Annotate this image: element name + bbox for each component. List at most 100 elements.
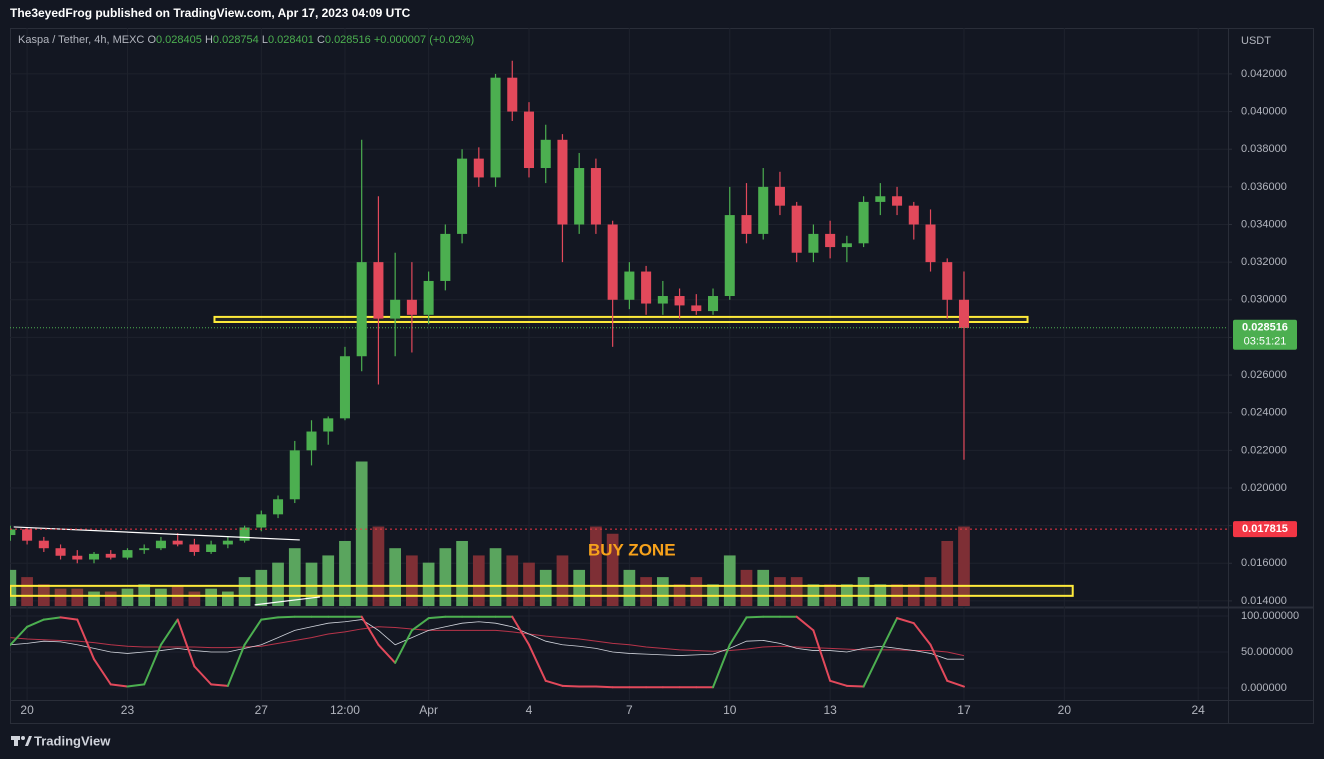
osc-k-segment: [193, 665, 213, 686]
osc-k-segment: [862, 650, 882, 688]
osc-k-segment: [511, 615, 530, 646]
volume-bar: [790, 577, 803, 606]
volume-bar: [941, 540, 954, 606]
axes: 0.0140000.0160000.0180000.0200000.022000…: [20, 68, 1299, 717]
volume-bar: [221, 591, 234, 606]
candle-body: [306, 431, 317, 451]
volume-bar: [238, 577, 251, 606]
candle-body: [323, 418, 334, 432]
volume-bar: [573, 569, 586, 606]
candle-body: [708, 296, 719, 312]
osc-k-segment: [93, 658, 112, 686]
change-value: +0.000007 (+0.02%): [373, 34, 475, 46]
y-tick-label: 0.020000: [1241, 482, 1287, 494]
osc-k-segment: [946, 679, 965, 688]
volume-bar: [556, 555, 569, 606]
osc-tick-label: 100.000000: [1241, 610, 1299, 622]
x-tick-label: 20: [20, 703, 34, 717]
candle-body: [691, 305, 702, 312]
volume-bar: [456, 540, 468, 606]
candle-body: [122, 550, 133, 558]
volume-bar: [623, 569, 636, 606]
candle-body: [925, 224, 936, 263]
legend: Kaspa / Tether, 4h, MEXC O0.028405 H0.02…: [18, 34, 474, 46]
candle-body: [256, 514, 267, 528]
y-tick-label: 0.014000: [1241, 595, 1287, 607]
candle-body: [507, 77, 518, 112]
candle-body: [942, 262, 953, 300]
candle-body: [88, 553, 100, 560]
candle-body: [774, 186, 785, 206]
volume-bar: [723, 555, 736, 606]
candle-body: [892, 196, 903, 206]
countdown-label: 03:51:21: [1244, 336, 1287, 348]
volume-bar: [958, 526, 970, 606]
volume-bar: [774, 577, 786, 606]
candle-body: [490, 77, 501, 178]
volume-bar: [205, 588, 217, 606]
osc-k-segment: [159, 618, 179, 646]
candle-body: [875, 196, 886, 202]
tradingview-logo: [11, 736, 32, 746]
symbol: Kaspa / Tether, 4h, MEXC: [18, 34, 145, 46]
candle-body: [273, 499, 284, 515]
volume-bar: [71, 588, 84, 606]
osc-k-segment: [143, 643, 162, 686]
osc-tick-label: 50.000000: [1241, 646, 1293, 658]
candle-body: [406, 299, 417, 315]
candle-body: [908, 205, 919, 225]
candle-body: [473, 158, 484, 178]
osc-slow-line: [10, 626, 965, 657]
osc-k-segment: [728, 616, 748, 646]
candle-body: [423, 280, 434, 315]
close-label: C: [316, 34, 325, 46]
alert-price-label: 0.017815: [1242, 523, 1288, 535]
high-label: H: [204, 34, 213, 46]
zone-box: [213, 315, 1029, 323]
candle-body: [825, 233, 836, 248]
volume-bar: [640, 577, 652, 606]
volume-bar: [656, 577, 669, 606]
volume-bar: [439, 548, 452, 606]
annotation: BUY ZONE: [588, 540, 676, 559]
x-tick-label: 7: [626, 703, 633, 717]
volume-bar: [489, 548, 502, 606]
candle-body: [373, 262, 384, 319]
osc-k-segment: [812, 629, 832, 682]
candle-body: [189, 544, 200, 552]
osc-k-segment: [845, 684, 865, 688]
candle-body: [55, 548, 66, 556]
volume-bar: [539, 569, 552, 606]
candle-body: [22, 529, 33, 541]
low-value: 0.028401: [267, 34, 314, 46]
footer-brand: TradingView: [34, 733, 111, 748]
osc-k-segment: [427, 615, 447, 620]
candle-body: [758, 186, 769, 234]
candle-body: [457, 158, 468, 234]
last-price-box: [1233, 319, 1297, 350]
low-label: L: [261, 34, 268, 46]
osc-fast-line: [10, 619, 964, 660]
volume-bar: [255, 569, 268, 606]
alert-price-box: [1233, 521, 1297, 538]
volume-bar: [288, 548, 301, 606]
candle-body: [222, 540, 233, 545]
osc-k-segment: [76, 618, 96, 661]
volume-bar: [54, 588, 67, 606]
x-tick-label: 20: [1058, 703, 1072, 717]
open-value: 0.028405: [156, 34, 202, 46]
osc-k-segment: [277, 615, 296, 619]
candle-body: [72, 555, 83, 560]
volume-bar: [21, 577, 33, 606]
candle-body: [590, 168, 601, 225]
main-pane: [10, 60, 1228, 606]
x-tick-label: 12:00: [330, 703, 360, 717]
osc-k-segment: [745, 615, 765, 619]
candle-body: [390, 299, 401, 319]
volume-bar: [472, 555, 485, 606]
x-tick-label: 24: [1192, 703, 1206, 717]
osc-k-segment: [544, 679, 564, 687]
candle-body: [958, 299, 969, 329]
